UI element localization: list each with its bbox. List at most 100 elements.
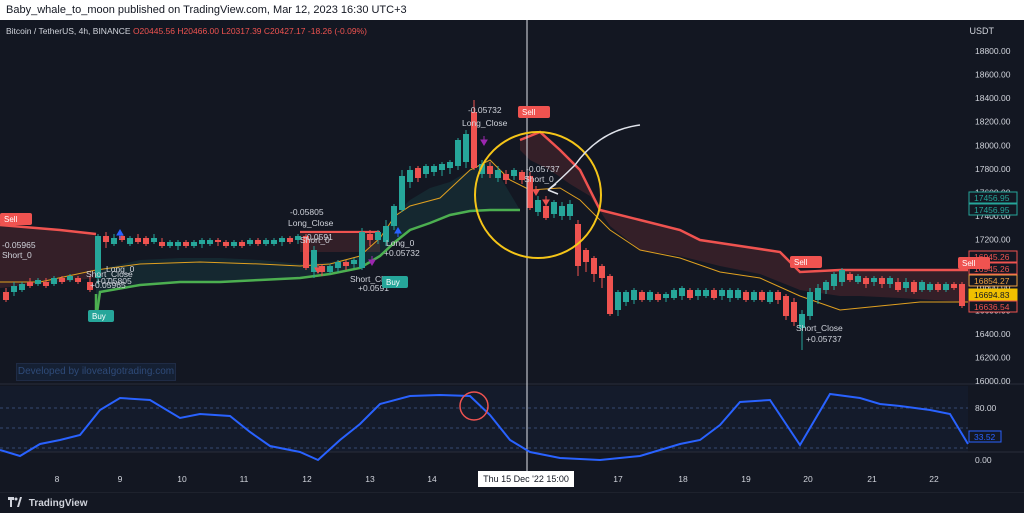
drawn-arrow [547, 124, 641, 191]
candle-body [719, 290, 725, 296]
price-badge-label: 16854.27 [974, 276, 1010, 286]
sell-arrow-icon [480, 136, 488, 146]
candle-body [207, 240, 213, 244]
bear-cloud [520, 132, 968, 302]
candle-body [679, 288, 685, 296]
candle-body [359, 232, 365, 268]
strategy-annotation: Short_Close [350, 274, 397, 284]
candle-body [95, 236, 101, 278]
price-tick-label: 17400.00 [975, 211, 1011, 221]
time-tick-label: 19 [741, 474, 751, 484]
osc-current-label: 33.52 [974, 432, 996, 442]
candle-body [759, 292, 765, 300]
signal-label-buy [382, 276, 408, 288]
price-badge-label: 17456.95 [974, 205, 1010, 215]
candle-body [831, 274, 837, 286]
close-value: C20427.17 [263, 26, 306, 36]
signal-label-text: Sell [794, 258, 808, 267]
strategy-annotation: -0.05805 [290, 207, 324, 217]
candle-body [815, 288, 821, 300]
candle-body [527, 176, 533, 208]
candle-body [11, 286, 17, 292]
candle-body [439, 164, 445, 170]
strategy-annotation: Short_Close [796, 323, 843, 333]
price-badge [968, 274, 1018, 287]
price-badge-label: 17456.95 [974, 193, 1010, 203]
candle-body [111, 238, 117, 244]
change-value: -18.26 (-0.09%) [307, 26, 367, 36]
strategy-annotation: +0.05965 [90, 280, 126, 290]
price-badge-label: 16945.26 [974, 252, 1010, 262]
candle-body [27, 282, 33, 286]
candle-body [671, 290, 677, 298]
time-tick-label: 13 [365, 474, 375, 484]
candle-body [879, 278, 885, 284]
current-price-label: 16694.83 [974, 290, 1010, 300]
crosshair-time-label: Thu 15 Dec '22 15:00 [478, 471, 574, 487]
candle-body [727, 290, 733, 298]
price-tick-label: 18600.00 [975, 70, 1011, 80]
osc-highlight-circle [459, 391, 489, 421]
sell-arrow-icon [314, 264, 322, 274]
candle-body [487, 166, 493, 174]
strategy-annotation: Short_0 [524, 174, 554, 184]
candle-body [175, 242, 181, 246]
candle-body [75, 278, 81, 282]
signal-label-text: Buy [386, 278, 400, 287]
price-badge [968, 203, 1018, 216]
candle-body [903, 282, 909, 288]
candle-body [311, 250, 317, 272]
chart-area[interactable]: 18800.00 18600.00 18400.00 18200.00 18000.00… [0, 20, 1024, 492]
price-badge-label: 16945.26 [974, 264, 1010, 274]
candle-body [935, 284, 941, 290]
candle-body [143, 238, 149, 244]
candle-body [59, 278, 65, 282]
sell-arrow-icon [542, 196, 550, 206]
currency-label: USDT [969, 26, 995, 36]
signal-label-sell [518, 106, 550, 118]
strategy-annotation: Short_0 [300, 235, 330, 245]
candle-body [183, 242, 189, 246]
candle-body [695, 290, 701, 296]
candle-body [255, 240, 261, 244]
tradingview-logo[interactable]: TradingView [8, 497, 88, 509]
price-chart[interactable]: 18800.0018600.0018400.0018200.0018000.00… [0, 20, 1024, 492]
signal-label-text: Sell [522, 108, 536, 117]
candle-body [703, 290, 709, 296]
candle-body [287, 238, 293, 242]
candle-body [87, 282, 93, 290]
candle-body [591, 258, 597, 274]
candle-body [151, 238, 157, 242]
developer-watermark: Developed by iloveaIgotrading.com [16, 363, 176, 381]
candle-body [351, 260, 357, 264]
publish-text: Baby_whale_to_moon published on TradingV… [6, 4, 407, 16]
publish-bar: Baby_whale_to_moon published on TradingV… [0, 0, 1024, 20]
candle-body [199, 240, 205, 244]
price-tick-label: 18800.00 [975, 46, 1011, 56]
candle-body [231, 242, 237, 246]
time-tick-label: 22 [929, 474, 939, 484]
candle-body [575, 224, 581, 266]
candle-body [647, 292, 653, 300]
signal-label-text: Buy [92, 312, 106, 321]
time-tick-label: 20 [803, 474, 813, 484]
strategy-annotation: +0.0591 [358, 283, 389, 293]
candle-body [319, 266, 325, 272]
price-tick-label: 16200.00 [975, 352, 1011, 362]
high-value: H20466.00 [177, 26, 219, 36]
signal-label-sell [958, 257, 990, 269]
candle-body [943, 284, 949, 290]
candle-body [623, 292, 629, 302]
candle-body [559, 206, 565, 216]
time-tick-label: 11 [240, 474, 249, 484]
candle-body [43, 282, 49, 286]
strategy-annotation: Long_0 [386, 238, 415, 248]
time-tick-label: 12 [302, 474, 312, 484]
candle-body [751, 292, 757, 300]
strategy-annotation: +0.05737 [806, 334, 842, 344]
price-badge [968, 191, 1018, 204]
candle-body [895, 282, 901, 290]
candle-body [103, 236, 109, 242]
strategy-annotation: Short_Close [86, 269, 133, 279]
drawn-arrow-head [547, 183, 559, 195]
